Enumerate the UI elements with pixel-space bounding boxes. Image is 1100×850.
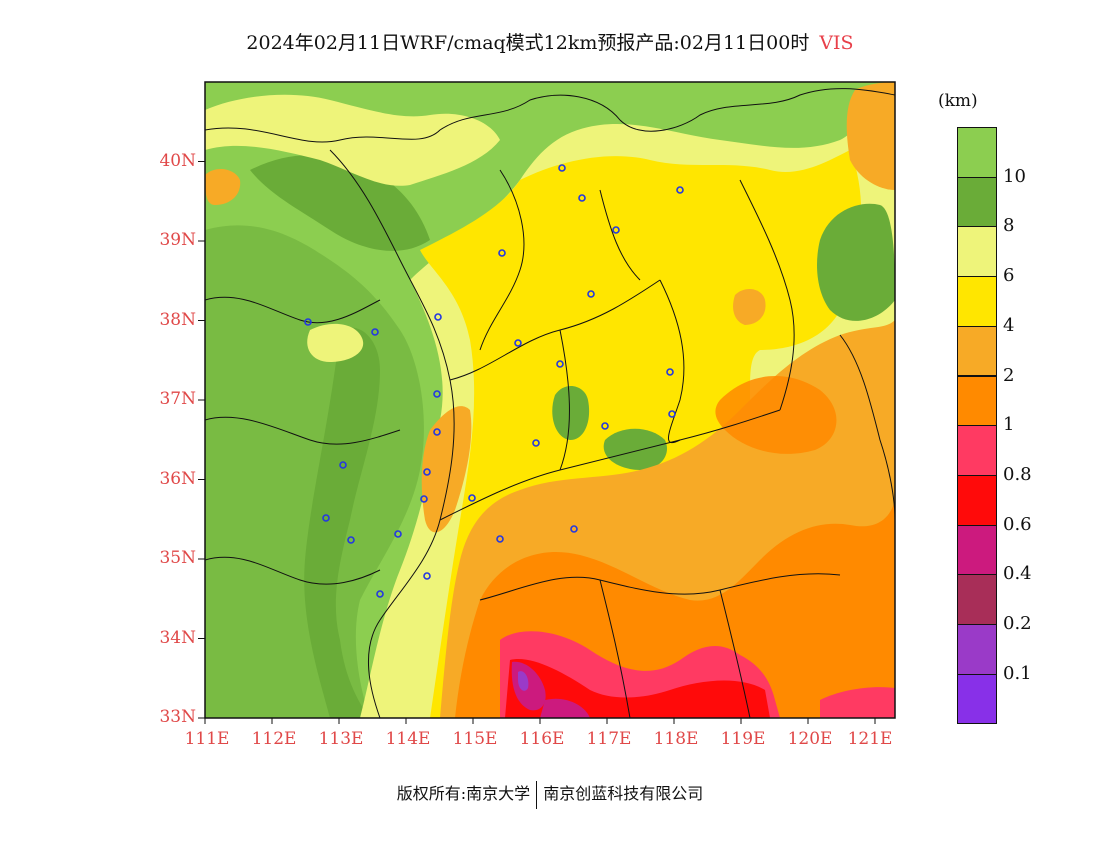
lon-label-118: 118E [653, 729, 699, 749]
region-vis-8-10-ridge [304, 327, 380, 718]
city-marker [601, 422, 609, 430]
lat-label-37: 37N [159, 389, 196, 409]
region-vis-1-2-patch [715, 376, 837, 454]
lon-label-117: 117E [586, 729, 632, 749]
region-vis-2-4-nw [205, 168, 241, 205]
lon-label-116: 116E [519, 729, 565, 749]
city-marker [433, 428, 441, 436]
city-marker [498, 249, 506, 257]
legend-swatch [957, 127, 997, 178]
city-marker [532, 439, 540, 447]
title-main: 2024年02月11日WRF/cmaq模式12km预报产品:02月11日00时 [246, 32, 810, 54]
lon-label-114: 114E [385, 729, 431, 749]
lon-label-115: 115E [452, 729, 498, 749]
legend-swatch [957, 226, 997, 278]
legend-swatch [957, 176, 997, 228]
city-marker [668, 410, 676, 418]
city-marker [394, 530, 402, 538]
lon-label-119: 119E [720, 729, 766, 749]
city-marker [339, 461, 347, 469]
lat-label-39: 39N [159, 230, 196, 250]
city-marker [433, 390, 441, 398]
legend-swatch [957, 375, 997, 427]
region-vis-2-4-patch [733, 288, 766, 325]
region-vis-8-10-center [603, 428, 668, 470]
region-vis-8-10-patch [552, 385, 590, 440]
city-marker [423, 468, 431, 476]
legend-label: 2 [1003, 364, 1015, 386]
copyright-footer: 版权所有:南京大学 南京创蓝科技有限公司 [0, 780, 1100, 809]
region-vis-0_8-1-east [820, 687, 895, 718]
legend-label: 0.8 [1003, 463, 1032, 485]
region-vis-6-8-north [205, 94, 500, 186]
lon-label-113: 113E [318, 729, 364, 749]
city-marker [423, 572, 431, 580]
city-marker [468, 494, 476, 502]
lon-label-120: 120E [787, 729, 833, 749]
city-marker [676, 186, 684, 194]
legend-label: 0.1 [1003, 662, 1032, 684]
title-variable: VIS [819, 32, 854, 54]
legend-swatch [957, 624, 997, 675]
region-vis-2-4-west [421, 406, 472, 533]
city-marker [578, 194, 586, 202]
lat-label-40: 40N [159, 151, 196, 171]
lat-label-36: 36N [159, 469, 196, 489]
legend-label: 6 [1003, 265, 1015, 287]
province-boundaries [205, 88, 895, 718]
region-vis-0_4-0_6-south [540, 698, 590, 718]
axis-ticks [198, 161, 876, 724]
map-field [205, 82, 895, 718]
footer-divider [536, 780, 538, 809]
legend-swatch [957, 524, 997, 576]
legend-label: 8 [1003, 215, 1015, 237]
legend-swatch [957, 574, 997, 625]
legend-unit: (km) [938, 91, 978, 111]
legend-swatch [957, 673, 997, 725]
legend-label: 0.2 [1003, 613, 1032, 634]
region-vis-8-10-east [817, 203, 895, 321]
city-marker [558, 164, 566, 172]
legend-label: 4 [1003, 314, 1015, 336]
legend-swatch [957, 325, 997, 377]
lon-label-111: 111E [184, 729, 230, 749]
city-marker [666, 368, 674, 376]
city-marker [556, 360, 564, 368]
region-vis-2-4-ne [846, 82, 895, 190]
lat-label-34: 34N [159, 628, 196, 648]
city-marker [376, 590, 384, 598]
city-marker [322, 514, 330, 522]
legend-swatch [957, 276, 997, 327]
lat-label-38: 38N [159, 310, 196, 330]
city-marker [612, 226, 620, 234]
city-marker [496, 535, 504, 543]
city-marker [587, 290, 595, 298]
copyright-right: 南京创蓝科技有限公司 [543, 784, 704, 803]
map-title: 2024年02月11日WRF/cmaq模式12km预报产品:02月11日00时 V… [0, 28, 1100, 55]
legend-swatch [957, 425, 997, 476]
legend-label: 10 [1003, 165, 1026, 187]
city-marker [434, 313, 442, 321]
lat-label-33: 33N [159, 707, 196, 727]
city-markers [304, 164, 684, 598]
legend-swatch [957, 474, 997, 526]
legend-label: 1 [1003, 414, 1015, 436]
copyright-left: 版权所有:南京大学 [396, 784, 531, 803]
legend-label: 0.6 [1003, 513, 1032, 535]
lon-label-112: 112E [251, 729, 297, 749]
lon-label-121: 121E [847, 729, 893, 749]
city-marker [304, 318, 312, 326]
lat-label-35: 35N [159, 548, 196, 568]
city-marker [420, 495, 428, 503]
city-marker [347, 536, 355, 544]
region-vis-6-8-patch [307, 323, 364, 362]
legend-label: 0.4 [1003, 563, 1032, 585]
city-marker [514, 339, 522, 347]
city-marker [371, 328, 379, 336]
city-marker [570, 525, 578, 533]
region-vis-0_1-0_2 [518, 671, 529, 691]
